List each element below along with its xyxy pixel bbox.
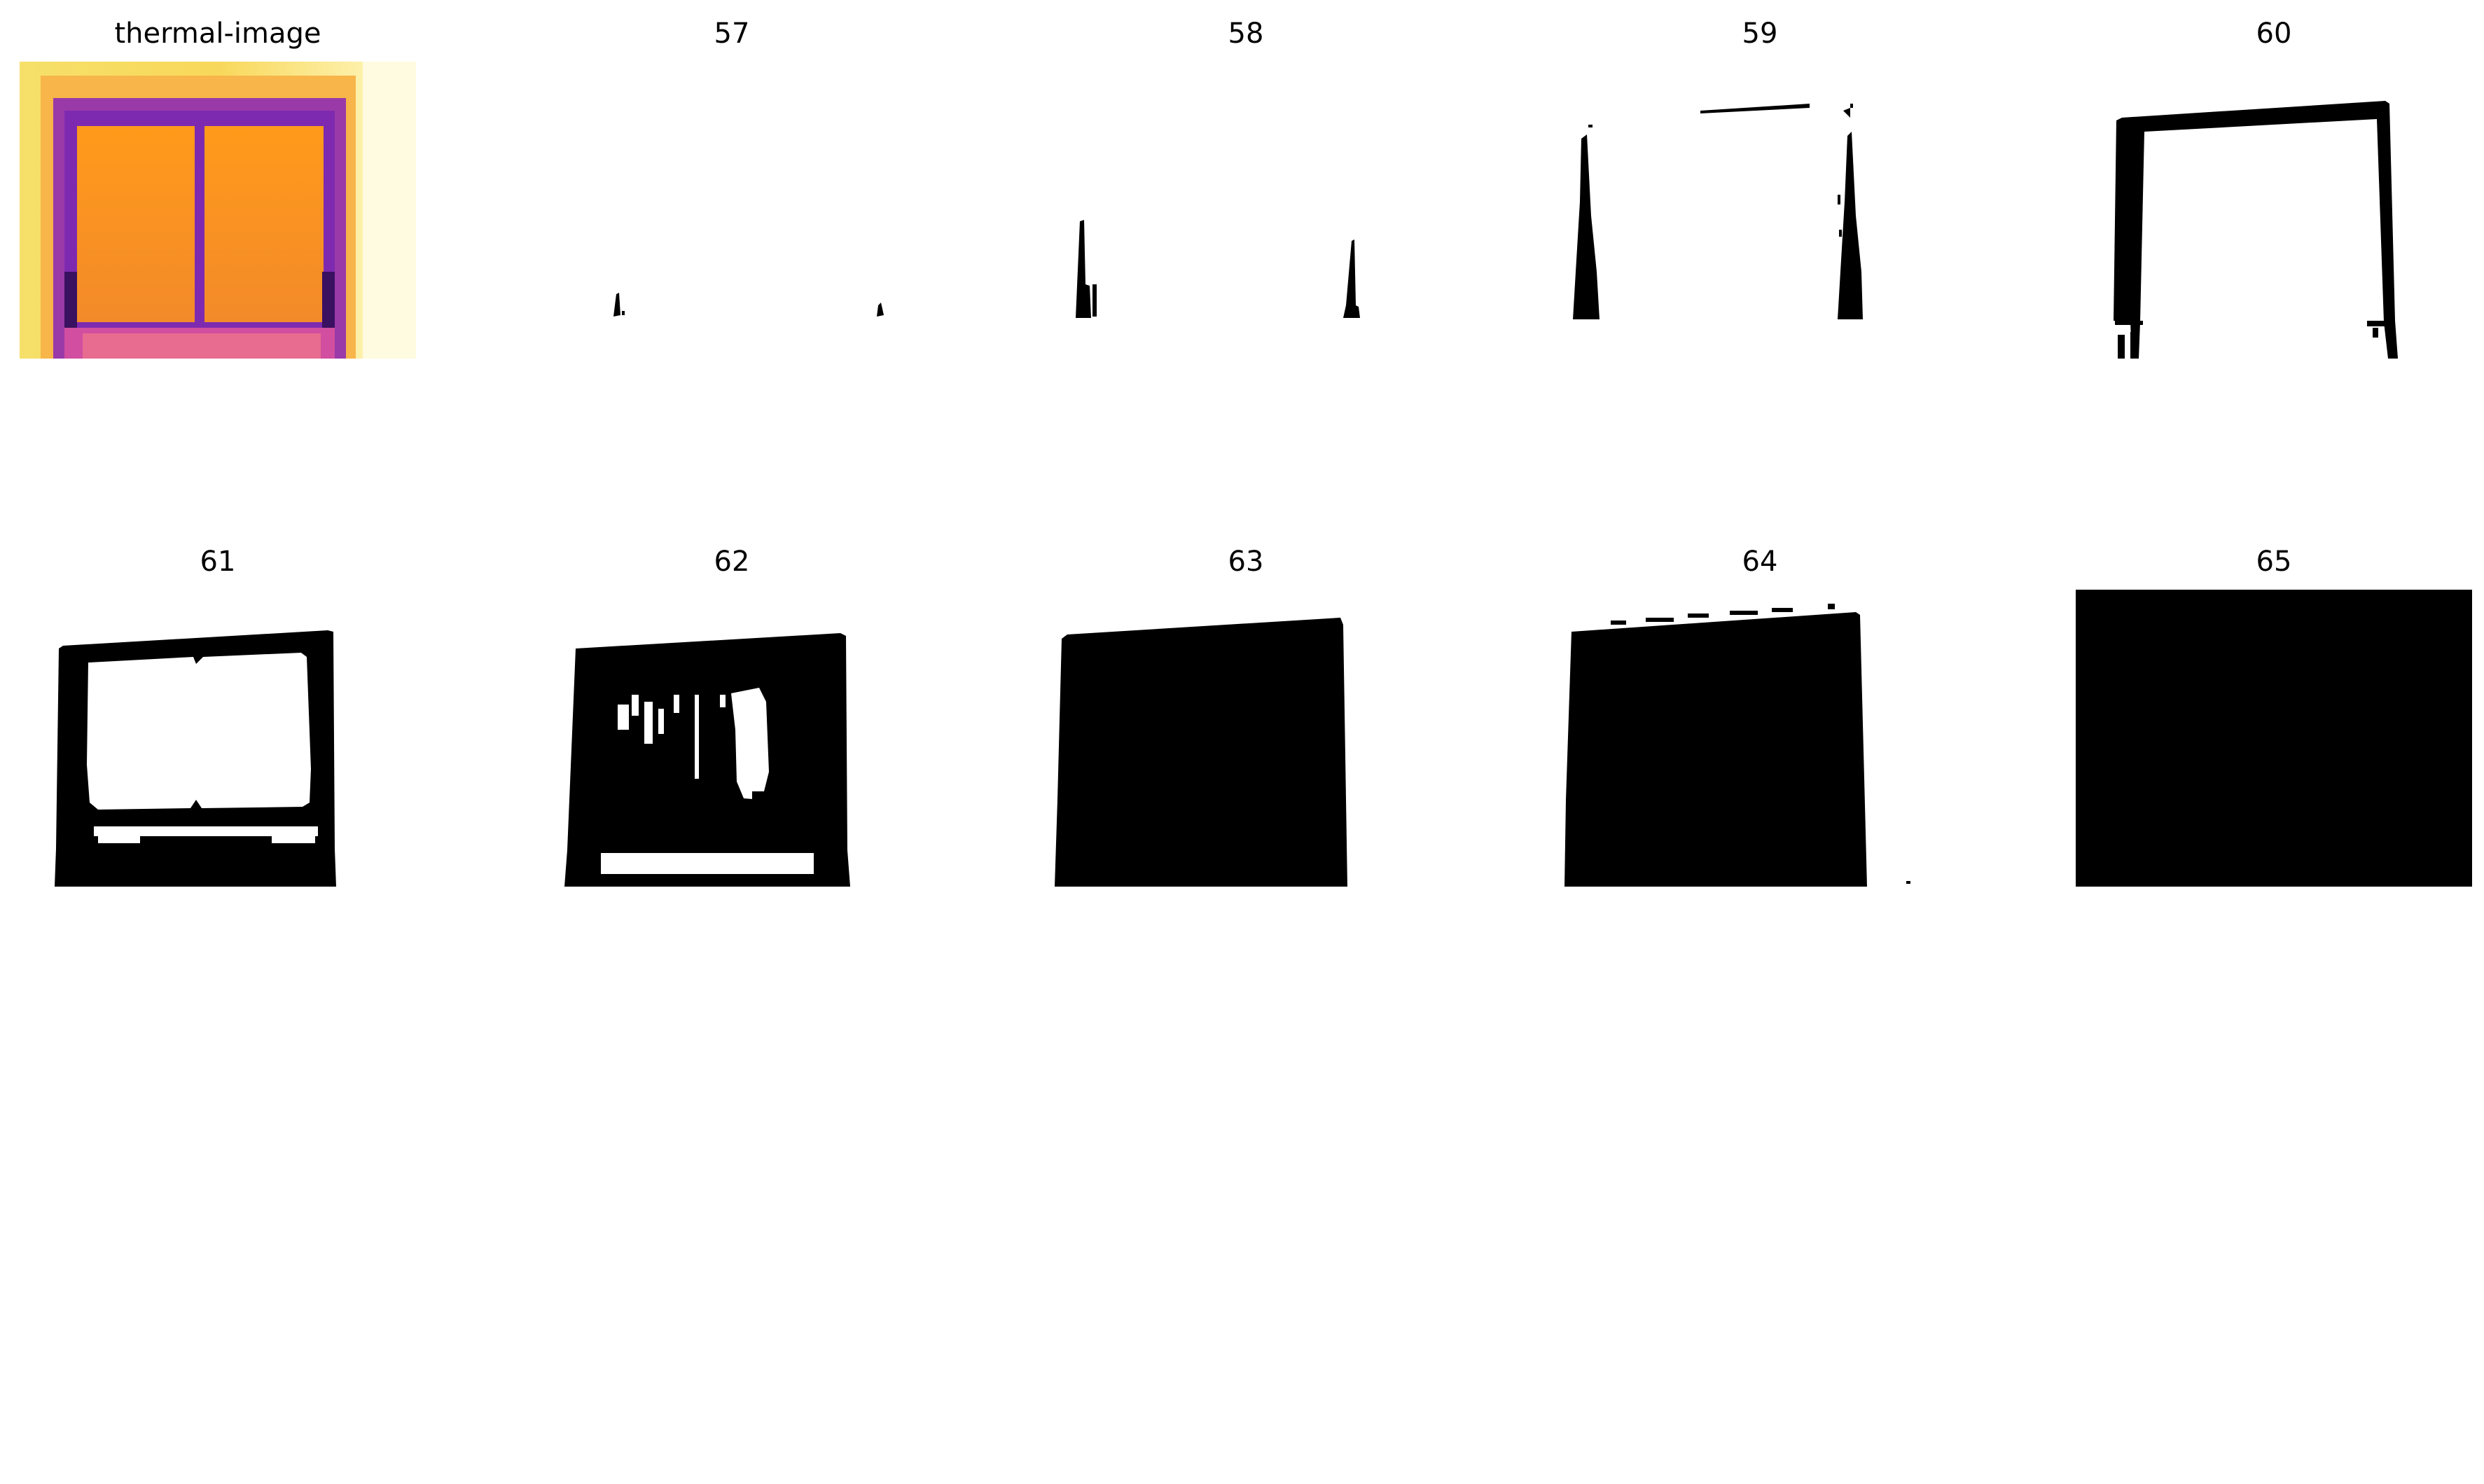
mask-61 xyxy=(20,590,416,887)
thermal-image-panel xyxy=(20,62,416,359)
panel-title-58: 58 xyxy=(1228,18,1264,50)
panel-title-57: 57 xyxy=(714,18,750,50)
mask-panel-64 xyxy=(1562,590,1958,887)
mask-panel-57 xyxy=(534,62,930,359)
mask-panel-59 xyxy=(1562,62,1958,359)
mask-58 xyxy=(1048,62,1444,359)
panel-title-65: 65 xyxy=(2256,546,2292,578)
panel-title-59: 59 xyxy=(1742,18,1778,50)
mask-panel-58 xyxy=(1048,62,1444,359)
mask-62 xyxy=(534,590,930,887)
panel-title-62: 62 xyxy=(714,546,750,578)
mask-64 xyxy=(1562,590,1958,887)
panel-title-63: 63 xyxy=(1228,546,1264,578)
mask-60 xyxy=(2076,62,2472,359)
mask-panel-61 xyxy=(20,590,416,887)
mask-63 xyxy=(1048,590,1444,887)
thermal-image xyxy=(20,62,416,359)
mask-panel-65 xyxy=(2076,590,2472,887)
mask-65 xyxy=(2076,590,2472,887)
mask-panel-63 xyxy=(1048,590,1444,887)
mask-panel-62 xyxy=(534,590,930,887)
mask-panel-60 xyxy=(2076,62,2472,359)
mask-57 xyxy=(534,62,930,359)
panel-title-60: 60 xyxy=(2256,18,2292,50)
mask-59 xyxy=(1562,62,1958,359)
panel-title-64: 64 xyxy=(1742,546,1778,578)
panel-title-thermal-image: thermal-image xyxy=(114,18,321,50)
panel-title-61: 61 xyxy=(200,546,236,578)
